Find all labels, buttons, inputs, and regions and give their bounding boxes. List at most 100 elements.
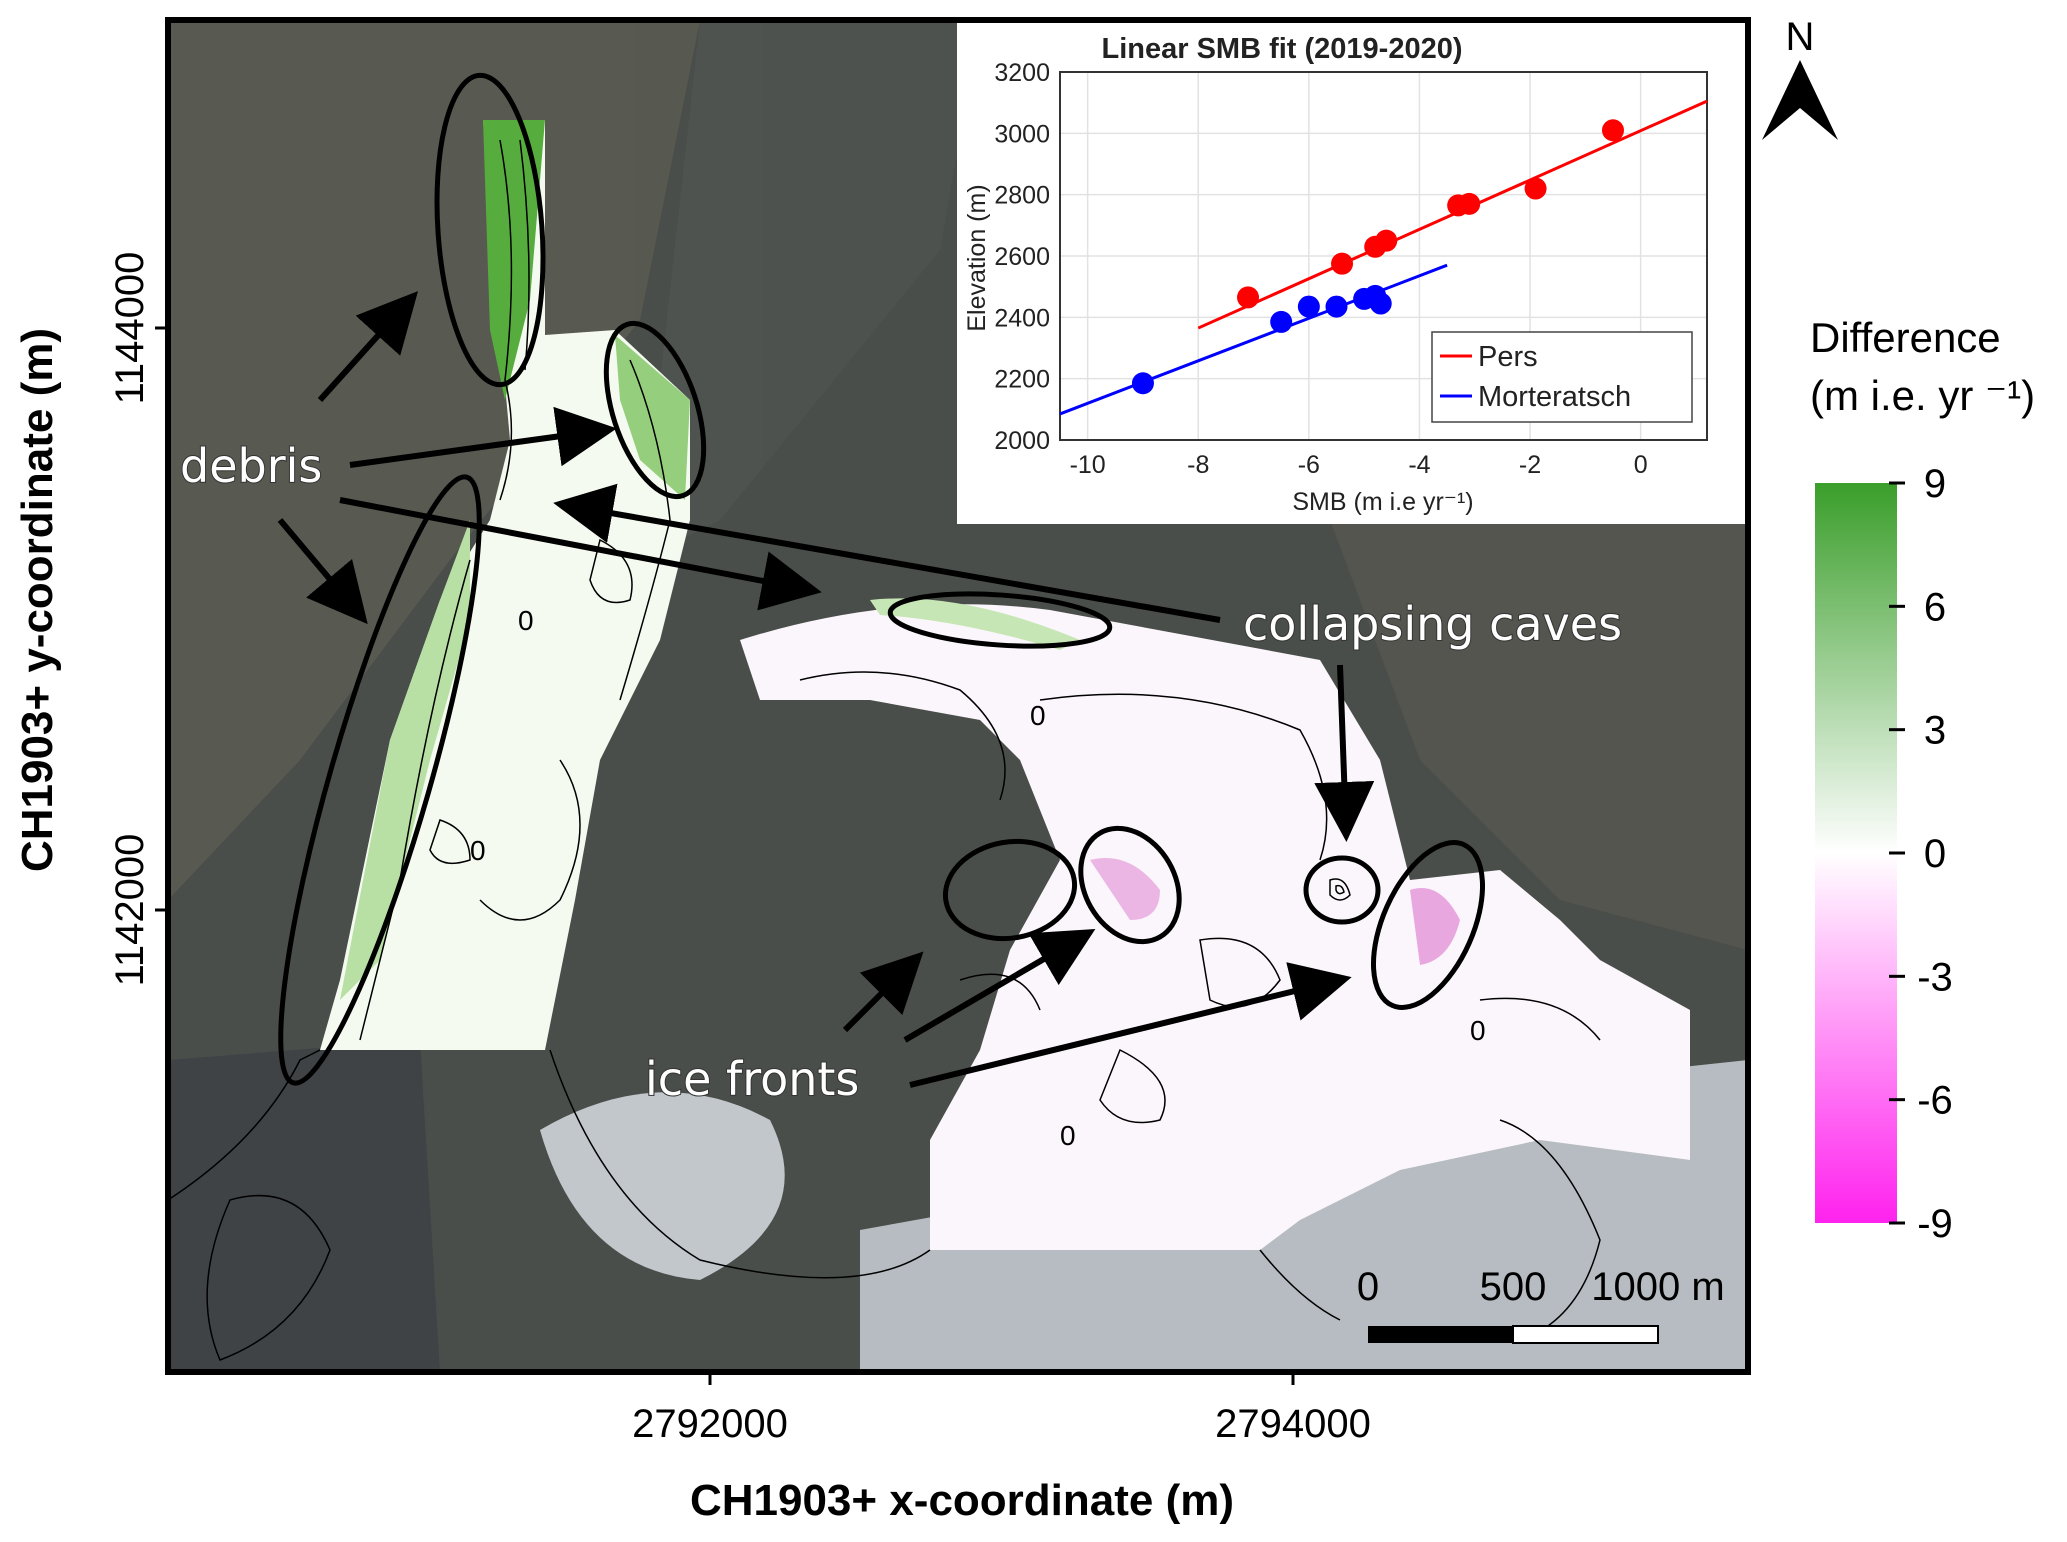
colorbar-tick-label-4: -3: [1917, 955, 1953, 999]
inset-ytick-6: 3200: [994, 59, 1050, 87]
arrow-caves-pers: [553, 483, 1221, 623]
point-pers-6: [1524, 177, 1547, 200]
colorbar-tick-label-0: 9: [1924, 462, 1946, 506]
ellipse-debris-west: [278, 474, 482, 1086]
inset-ytick-2: 2400: [994, 304, 1050, 332]
ellipse-ice-front-2: [1078, 825, 1182, 945]
colorbar-gradient: [1815, 483, 1897, 1223]
inset-xtick-4: -2: [1519, 451, 1541, 479]
inset-chart: Linear SMB fit (2019-2020) -10 -8 -6 -4 -2 0 2…: [957, 22, 1747, 524]
colorbar-tick-label-3: 0: [1924, 832, 1946, 876]
north-label: N: [1786, 15, 1815, 59]
point-morteratsch-2: [1297, 295, 1320, 318]
inset-title: Linear SMB fit (2019-2020): [1101, 33, 1462, 65]
xtick-label-0: 2792000: [632, 1402, 788, 1446]
contour-label-0-d: 0: [1060, 1120, 1076, 1151]
inset-xtick-1: -8: [1187, 451, 1209, 479]
ellipse-ice-front-3: [1370, 840, 1486, 1010]
map-ylabel: CH1903+ y-coordinate (m): [13, 328, 62, 872]
colorbar-tick-label-6: -9: [1917, 1202, 1953, 1246]
arrow-debris-north: [317, 291, 419, 403]
point-pers-7: [1601, 119, 1624, 142]
point-pers-3: [1375, 229, 1398, 252]
legend-label-morteratsch: Morteratsch: [1478, 381, 1631, 413]
morteratsch-tongue: [740, 604, 1690, 1250]
ellipse-ice-front-1: [942, 838, 1078, 942]
contour-label-0-c: 0: [470, 835, 486, 866]
ellipse-collapsing-caves: [887, 591, 1113, 649]
colorbar: Difference (m i.e. yr ⁻¹) 9 6 3 0 -3 -6 -9: [1810, 314, 2035, 1246]
legend-label-pers: Pers: [1478, 341, 1538, 373]
map-frame: [165, 17, 1751, 1375]
scale-bar: 0 500 1000 m: [1357, 1265, 1725, 1344]
inset-ytick-0: 2000: [994, 427, 1050, 455]
inset-ytick-4: 2800: [994, 182, 1050, 210]
point-morteratsch-1: [1270, 310, 1293, 333]
scale-label-1000: 1000 m: [1591, 1265, 1724, 1309]
inset-xlabel: SMB (m i.e yr⁻¹): [1292, 488, 1473, 516]
inset-ylabel: Elevation (m): [963, 184, 991, 331]
inset-series: [1059, 99, 1708, 416]
arrow-caves-down: [1314, 664, 1375, 842]
point-pers-1: [1331, 252, 1354, 275]
colorbar-title-2: (m i.e. yr ⁻¹): [1810, 372, 2035, 419]
ice-front-depression-1: [1090, 858, 1160, 920]
north-arrow: N: [1762, 15, 1838, 140]
pers-debris-band-east: [615, 335, 690, 500]
pers-debris-band-north: [483, 120, 545, 400]
xtick-label-1: 2794000: [1215, 1402, 1371, 1446]
label-ice-fronts: ice fronts: [645, 1052, 859, 1106]
colorbar-ticks: 9 6 3 0 -3 -6 -9: [1889, 462, 1953, 1246]
glacier-difference-overlay: [320, 120, 1690, 1250]
label-debris: debris: [180, 439, 322, 493]
inset-ytick-5: 3000: [994, 120, 1050, 148]
annotation-arrows: [277, 291, 1375, 1088]
arrow-debris-east: [349, 406, 617, 468]
colorbar-tick-label-2: 3: [1924, 709, 1946, 753]
scale-bar-white: [1512, 1325, 1659, 1344]
scale-label-500: 500: [1480, 1265, 1547, 1309]
map-axes: 2792000 2794000 1144000 1142000 CH1903+ …: [13, 252, 1371, 1525]
inset-xtick-0: -10: [1070, 451, 1106, 479]
ellipse-cave-small: [1303, 855, 1381, 925]
contour-label-0-e: 0: [1470, 1015, 1486, 1046]
inset-background: [957, 22, 1747, 524]
morteratsch-debris-strip: [870, 598, 1080, 650]
contour-label-0-a: 0: [518, 605, 534, 636]
ellipse-debris-north: [434, 72, 546, 388]
colorbar-tick-label-5: -6: [1917, 1079, 1953, 1123]
inset-plot-frame: [1059, 71, 1708, 441]
point-morteratsch-0: [1131, 372, 1154, 395]
contour-label-0-b: 0: [1030, 700, 1046, 731]
ytick-label-0: 1144000: [108, 252, 152, 405]
scale-bar-black: [1368, 1326, 1513, 1343]
arrow-debris-west: [277, 518, 368, 625]
contour-lines: [167, 139, 1601, 1361]
point-pers-0: [1237, 286, 1260, 309]
point-pers-5: [1458, 192, 1481, 215]
map-panel: 0 0 0 0 0 debris co: [165, 17, 1751, 1375]
inset-xtick-5: 0: [1634, 451, 1648, 479]
inset-xtick-3: -4: [1408, 451, 1430, 479]
north-arrow-icon: [1762, 60, 1838, 140]
arrow-icefront-2: [903, 928, 1096, 1043]
inset-legend: Pers Morteratsch: [1431, 331, 1693, 423]
map-xlabel: CH1903+ x-coordinate (m): [690, 1476, 1234, 1525]
scale-label-0: 0: [1357, 1265, 1379, 1309]
inset-ticks: -10 -8 -6 -4 -2 0 2000 2200 2400 2600 2800 3000 3200: [994, 59, 1647, 479]
colorbar-tick-label-1: 6: [1924, 585, 1946, 629]
pers-debris-band-west: [340, 520, 470, 1000]
ytick-label-1: 1142000: [108, 834, 152, 987]
legend-box: [1431, 331, 1693, 423]
arrow-icefront-1: [842, 951, 924, 1033]
colorbar-title-1: Difference: [1810, 314, 2001, 361]
label-collapsing-caves: collapsing caves: [1243, 597, 1622, 651]
point-morteratsch-3: [1325, 295, 1348, 318]
inset-xtick-2: -6: [1298, 451, 1320, 479]
inset-ytick-3: 2600: [994, 243, 1050, 271]
ice-front-depression-2: [1410, 888, 1460, 965]
arrow-icefront-3: [909, 962, 1352, 1088]
point-morteratsch-6: [1369, 292, 1392, 315]
arrow-debris-caves: [339, 497, 822, 611]
